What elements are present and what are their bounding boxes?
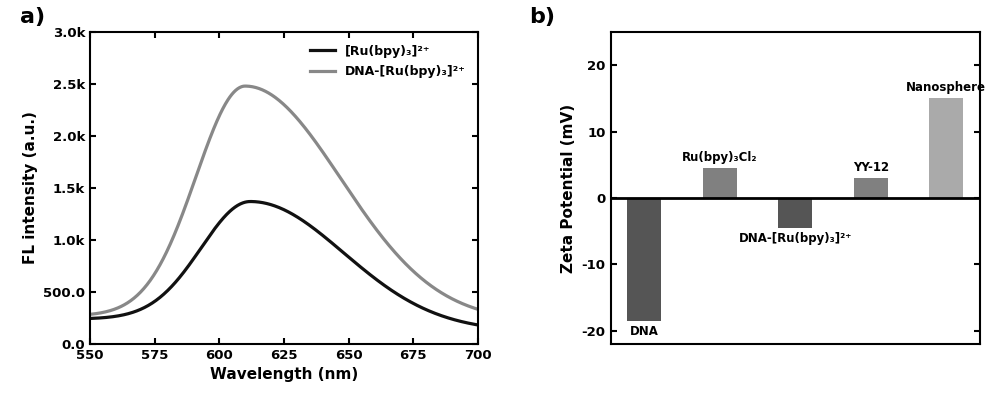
DNA-[Ru(bpy)₃]²⁺ [260,89,272,94]
DNA-[Ru(bpy)₃]²⁺ [184,192,196,197]
[Ru(bpy)₃]²⁺ [313,230,325,235]
DNA-[Ru(bpy)₃]²⁺ [313,145,325,150]
DNA-[Ru(bpy)₃]²⁺ [344,190,356,194]
DNA-[Ru(bpy)₃]²⁺ [472,307,484,312]
Line: DNA-[Ru(bpy)₃]²⁺: DNA-[Ru(bpy)₃]²⁺ [90,86,478,314]
Bar [929,98,963,198]
[Ru(bpy)₃]²⁺ [84,316,96,321]
[Ru(bpy)₃]²⁺ [472,322,484,327]
Bar [778,198,812,228]
Y-axis label: Zeta Potential (mV): Zeta Potential (mV) [561,104,576,272]
[Ru(bpy)₃]²⁺ [245,199,257,204]
Line: [Ru(bpy)₃]²⁺: [Ru(bpy)₃]²⁺ [90,202,478,325]
Bar [703,168,737,198]
[Ru(bpy)₃]²⁺ [377,282,389,287]
Y-axis label: FL intensity (a.u.): FL intensity (a.u.) [23,112,38,264]
Bar [854,178,888,198]
Text: DNA: DNA [630,325,659,338]
Text: Nanosphere: Nanosphere [906,81,986,94]
Text: DNA-[Ru(bpy)₃]²⁺: DNA-[Ru(bpy)₃]²⁺ [739,232,852,245]
DNA-[Ru(bpy)₃]²⁺ [239,84,251,88]
Legend: [Ru(bpy)₃]²⁺, DNA-[Ru(bpy)₃]²⁺: [Ru(bpy)₃]²⁺, DNA-[Ru(bpy)₃]²⁺ [303,38,472,84]
[Ru(bpy)₃]²⁺ [153,296,165,301]
[Ru(bpy)₃]²⁺ [344,256,356,260]
Text: b): b) [529,7,555,27]
DNA-[Ru(bpy)₃]²⁺ [153,265,165,270]
[Ru(bpy)₃]²⁺ [184,262,196,266]
DNA-[Ru(bpy)₃]²⁺ [84,312,96,317]
X-axis label: Wavelength (nm): Wavelength (nm) [210,368,358,382]
Text: a): a) [20,7,45,27]
DNA-[Ru(bpy)₃]²⁺ [377,235,389,240]
Text: Ru(bpy)₃Cl₂: Ru(bpy)₃Cl₂ [682,151,758,164]
[Ru(bpy)₃]²⁺ [260,201,272,206]
Text: YY-12: YY-12 [853,161,889,174]
Bar [627,198,661,321]
